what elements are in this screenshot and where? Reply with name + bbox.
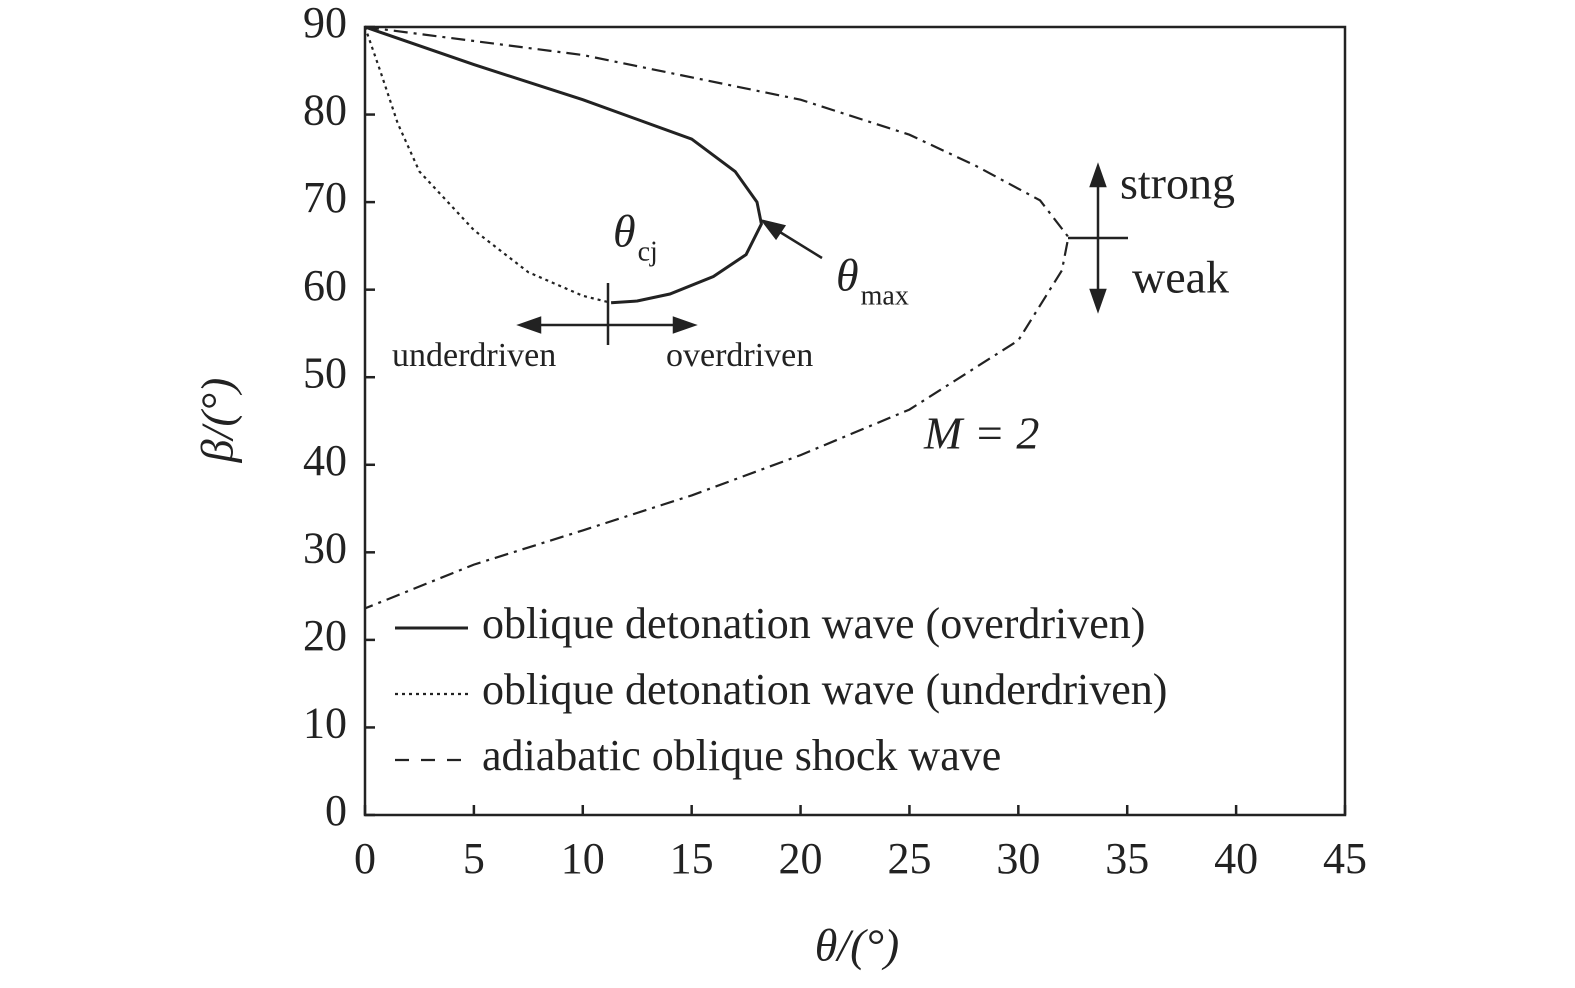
y-tick-label: 40 — [303, 436, 347, 485]
annotation: M = 2 — [923, 408, 1039, 459]
x-tick-label: 30 — [996, 834, 1040, 883]
x-tick-label: 25 — [887, 834, 931, 883]
x-axis-label: θ/(°) — [815, 920, 899, 971]
annotation: θ — [613, 206, 636, 257]
y-tick-label: 10 — [303, 699, 347, 748]
x-tick-label: 35 — [1105, 834, 1149, 883]
annotation-subscript: max — [861, 280, 909, 311]
x-tick-label: 0 — [354, 834, 376, 883]
y-tick-label: 60 — [303, 261, 347, 310]
x-tick-label: 40 — [1214, 834, 1258, 883]
annotation: overdriven — [666, 337, 813, 374]
annotation: strong — [1120, 158, 1235, 209]
series-line — [364, 25, 1070, 610]
y-tick-label: 70 — [303, 173, 347, 222]
series-line — [363, 26, 612, 304]
plot-frame — [363, 25, 1347, 817]
y-tick-label: 80 — [303, 86, 347, 135]
annotation: θ — [836, 250, 859, 301]
y-tick-label: 90 — [303, 0, 347, 47]
x-tick-label: 15 — [670, 834, 714, 883]
x-tick-label: 20 — [779, 834, 823, 883]
x-tick-label: 10 — [561, 834, 605, 883]
annotation-arrows — [516, 162, 1128, 345]
annotation: weak — [1132, 252, 1229, 303]
legend-label: adiabatic oblique shock wave — [482, 731, 1001, 780]
y-axis-label: β/(°) — [192, 378, 243, 464]
y-tick-label: 50 — [303, 348, 347, 397]
y-tick-label: 20 — [303, 611, 347, 660]
series-line — [364, 25, 763, 305]
x-tick-label: 5 — [463, 834, 485, 883]
annotation-subscript: cj — [638, 236, 658, 267]
legend-label: oblique detonation wave (underdriven) — [482, 665, 1167, 714]
legend-label: oblique detonation wave (overdriven) — [482, 599, 1145, 648]
x-tick-label: 45 — [1323, 834, 1367, 883]
y-tick-label: 30 — [303, 523, 347, 572]
annotation: underdriven — [392, 337, 556, 374]
y-tick-label: 0 — [325, 786, 347, 835]
